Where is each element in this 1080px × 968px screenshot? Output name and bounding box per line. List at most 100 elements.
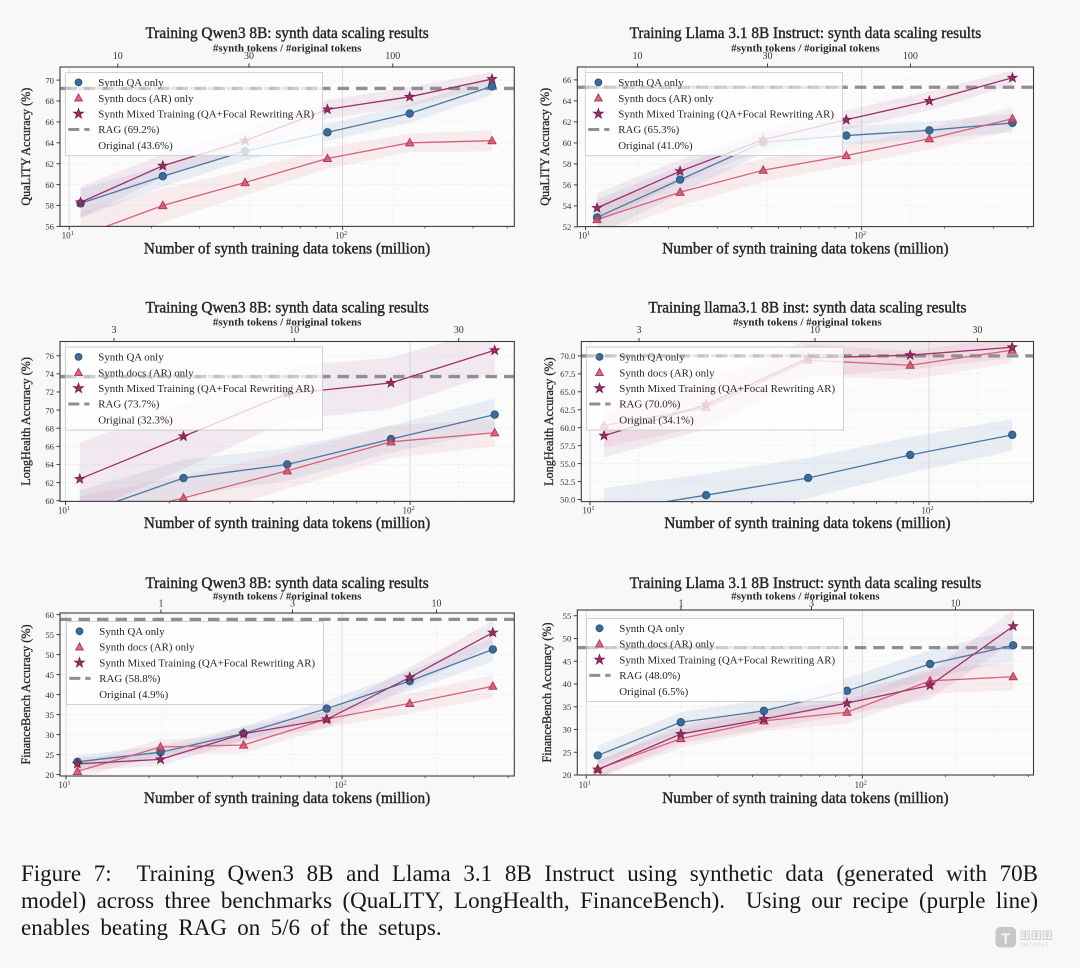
svg-text:#synth tokens / #original toke: #synth tokens / #original tokens xyxy=(213,591,362,603)
svg-text:20: 20 xyxy=(563,770,572,780)
svg-text:55: 55 xyxy=(45,630,54,640)
svg-text:30: 30 xyxy=(763,51,773,62)
svg-text:Number of synth training data: Number of synth training data tokens (mi… xyxy=(662,790,948,807)
svg-text:Training Qwen3 8B: synth data: Training Qwen3 8B: synth data scaling re… xyxy=(145,575,428,592)
svg-text:55: 55 xyxy=(563,611,572,621)
svg-text:Original (4.9%): Original (4.9%) xyxy=(99,689,168,701)
svg-text:RAG (70.0%): RAG (70.0%) xyxy=(619,399,680,411)
svg-text:60: 60 xyxy=(45,180,54,190)
svg-text:Synth QA only: Synth QA only xyxy=(98,77,164,89)
svg-text:Synth Mixed Training (QA+Focal: Synth Mixed Training (QA+Focal Rewriting… xyxy=(618,109,834,121)
svg-text:60: 60 xyxy=(563,138,572,148)
svg-text:1: 1 xyxy=(679,599,684,610)
svg-text:101: 101 xyxy=(62,230,74,241)
svg-text:54: 54 xyxy=(563,201,572,211)
svg-text:60: 60 xyxy=(45,496,54,506)
svg-text:Original (43.6%): Original (43.6%) xyxy=(98,140,173,152)
svg-text:Synth docs (AR) only: Synth docs (AR) only xyxy=(99,642,195,654)
svg-text:68: 68 xyxy=(45,423,54,433)
svg-text:Original (34.1%): Original (34.1%) xyxy=(619,414,694,426)
svg-text:76: 76 xyxy=(45,351,54,361)
svg-text:62: 62 xyxy=(563,117,572,127)
svg-text:RAG (48.0%): RAG (48.0%) xyxy=(619,670,680,682)
svg-text:Synth Mixed Training (QA+Focal: Synth Mixed Training (QA+Focal Rewriting… xyxy=(619,383,835,395)
svg-text:Synth docs (AR) only: Synth docs (AR) only xyxy=(619,639,715,651)
svg-text:Number of synth training data: Number of synth training data tokens (mi… xyxy=(662,241,948,258)
svg-text:FinanceBench Accuracy (%): FinanceBench Accuracy (%) xyxy=(19,624,33,764)
svg-text:66: 66 xyxy=(45,117,54,127)
svg-text:40: 40 xyxy=(563,679,572,689)
svg-text:Synth docs (AR) only: Synth docs (AR) only xyxy=(98,93,194,105)
svg-text:Synth docs (AR) only: Synth docs (AR) only xyxy=(618,93,714,105)
svg-text:66: 66 xyxy=(563,75,572,85)
svg-text:56: 56 xyxy=(563,180,572,190)
svg-text:3: 3 xyxy=(809,599,814,610)
svg-text:35: 35 xyxy=(45,710,54,720)
svg-text:FinanceBench Accuracy (%): FinanceBench Accuracy (%) xyxy=(540,622,554,762)
svg-text:RAG (65.3%): RAG (65.3%) xyxy=(618,124,679,136)
svg-text:102: 102 xyxy=(402,505,414,516)
svg-text:50: 50 xyxy=(563,634,572,644)
svg-text:30: 30 xyxy=(454,325,464,336)
svg-text:102: 102 xyxy=(854,230,866,241)
svg-text:62.5: 62.5 xyxy=(560,405,575,415)
svg-text:50.0: 50.0 xyxy=(560,495,576,505)
svg-text:Synth QA only: Synth QA only xyxy=(99,626,165,638)
svg-text:Training Qwen3 8B: synth data: Training Qwen3 8B: synth data scaling re… xyxy=(145,300,428,317)
svg-text:Number of synth training data: Number of synth training data tokens (mi… xyxy=(144,515,430,532)
svg-text:56: 56 xyxy=(45,222,54,232)
svg-text:60.0: 60.0 xyxy=(560,423,576,433)
svg-text:45: 45 xyxy=(563,656,572,666)
svg-text:1: 1 xyxy=(159,599,164,610)
svg-text:72: 72 xyxy=(45,387,54,397)
svg-text:RAG (58.8%): RAG (58.8%) xyxy=(99,673,160,685)
svg-text:58: 58 xyxy=(45,201,54,211)
svg-text:64: 64 xyxy=(45,138,54,148)
svg-text:50: 50 xyxy=(45,650,54,660)
svg-text:Synth docs (AR) only: Synth docs (AR) only xyxy=(98,367,194,379)
svg-text:Synth QA only: Synth QA only xyxy=(618,77,684,89)
svg-text:T: T xyxy=(1001,932,1010,948)
svg-text:20: 20 xyxy=(45,770,54,780)
svg-text:45: 45 xyxy=(45,670,54,680)
svg-text:Synth docs (AR) only: Synth docs (AR) only xyxy=(619,367,715,379)
svg-text:30: 30 xyxy=(244,51,254,62)
svg-text:#synth tokens / #original toke: #synth tokens / #original tokens xyxy=(213,43,362,55)
svg-text:101: 101 xyxy=(582,505,594,516)
svg-text:101: 101 xyxy=(58,505,70,516)
svg-text:Number of synth training data: Number of synth training data tokens (mi… xyxy=(144,241,430,258)
svg-text:102: 102 xyxy=(855,780,867,791)
svg-text:101: 101 xyxy=(58,780,70,791)
svg-text:70: 70 xyxy=(45,405,54,415)
svg-text:3: 3 xyxy=(112,325,117,336)
svg-text:10: 10 xyxy=(289,325,299,336)
svg-text:3: 3 xyxy=(290,599,295,610)
svg-text:#synth tokens / #original toke: #synth tokens / #original tokens xyxy=(733,317,882,329)
svg-text:Training Llama 3.1 8B Instruct: Training Llama 3.1 8B Instruct: synth da… xyxy=(630,25,982,42)
svg-text:Training Llama 3.1 8B Instruct: Training Llama 3.1 8B Instruct: synth da… xyxy=(630,575,982,592)
svg-text:Number of synth training data: Number of synth training data tokens (mi… xyxy=(664,515,950,532)
svg-text:55.0: 55.0 xyxy=(560,459,576,469)
svg-text:70.0: 70.0 xyxy=(560,351,576,361)
svg-text:30: 30 xyxy=(563,725,572,735)
svg-text:10: 10 xyxy=(113,51,123,62)
svg-text:#synth tokens / #original toke: #synth tokens / #original tokens xyxy=(731,43,880,55)
svg-text:100: 100 xyxy=(903,51,918,62)
svg-text:Synth Mixed Training (QA+Focal: Synth Mixed Training (QA+Focal Rewriting… xyxy=(99,657,315,669)
svg-text:Original (6.5%): Original (6.5%) xyxy=(619,686,688,698)
svg-text:74: 74 xyxy=(45,369,54,379)
svg-text:66: 66 xyxy=(45,442,54,452)
svg-text:Original (41.0%): Original (41.0%) xyxy=(618,140,693,152)
svg-text:LongHealth Accuracy (%): LongHealth Accuracy (%) xyxy=(542,357,556,486)
svg-text:RAG (73.7%): RAG (73.7%) xyxy=(98,399,159,411)
svg-text:70: 70 xyxy=(45,75,54,85)
svg-text:100: 100 xyxy=(385,51,400,62)
svg-text:30: 30 xyxy=(972,325,982,336)
svg-text:Number of synth training data: Number of synth training data tokens (mi… xyxy=(144,790,430,807)
svg-text:52: 52 xyxy=(563,222,572,232)
svg-text:10: 10 xyxy=(951,599,961,610)
svg-text:QuaLITY Accuracy (%): QuaLITY Accuracy (%) xyxy=(19,88,33,206)
svg-text:67.5: 67.5 xyxy=(560,369,575,379)
svg-text:35: 35 xyxy=(563,702,572,712)
svg-text:Synth Mixed Training (QA+Focal: Synth Mixed Training (QA+Focal Rewriting… xyxy=(619,654,835,666)
